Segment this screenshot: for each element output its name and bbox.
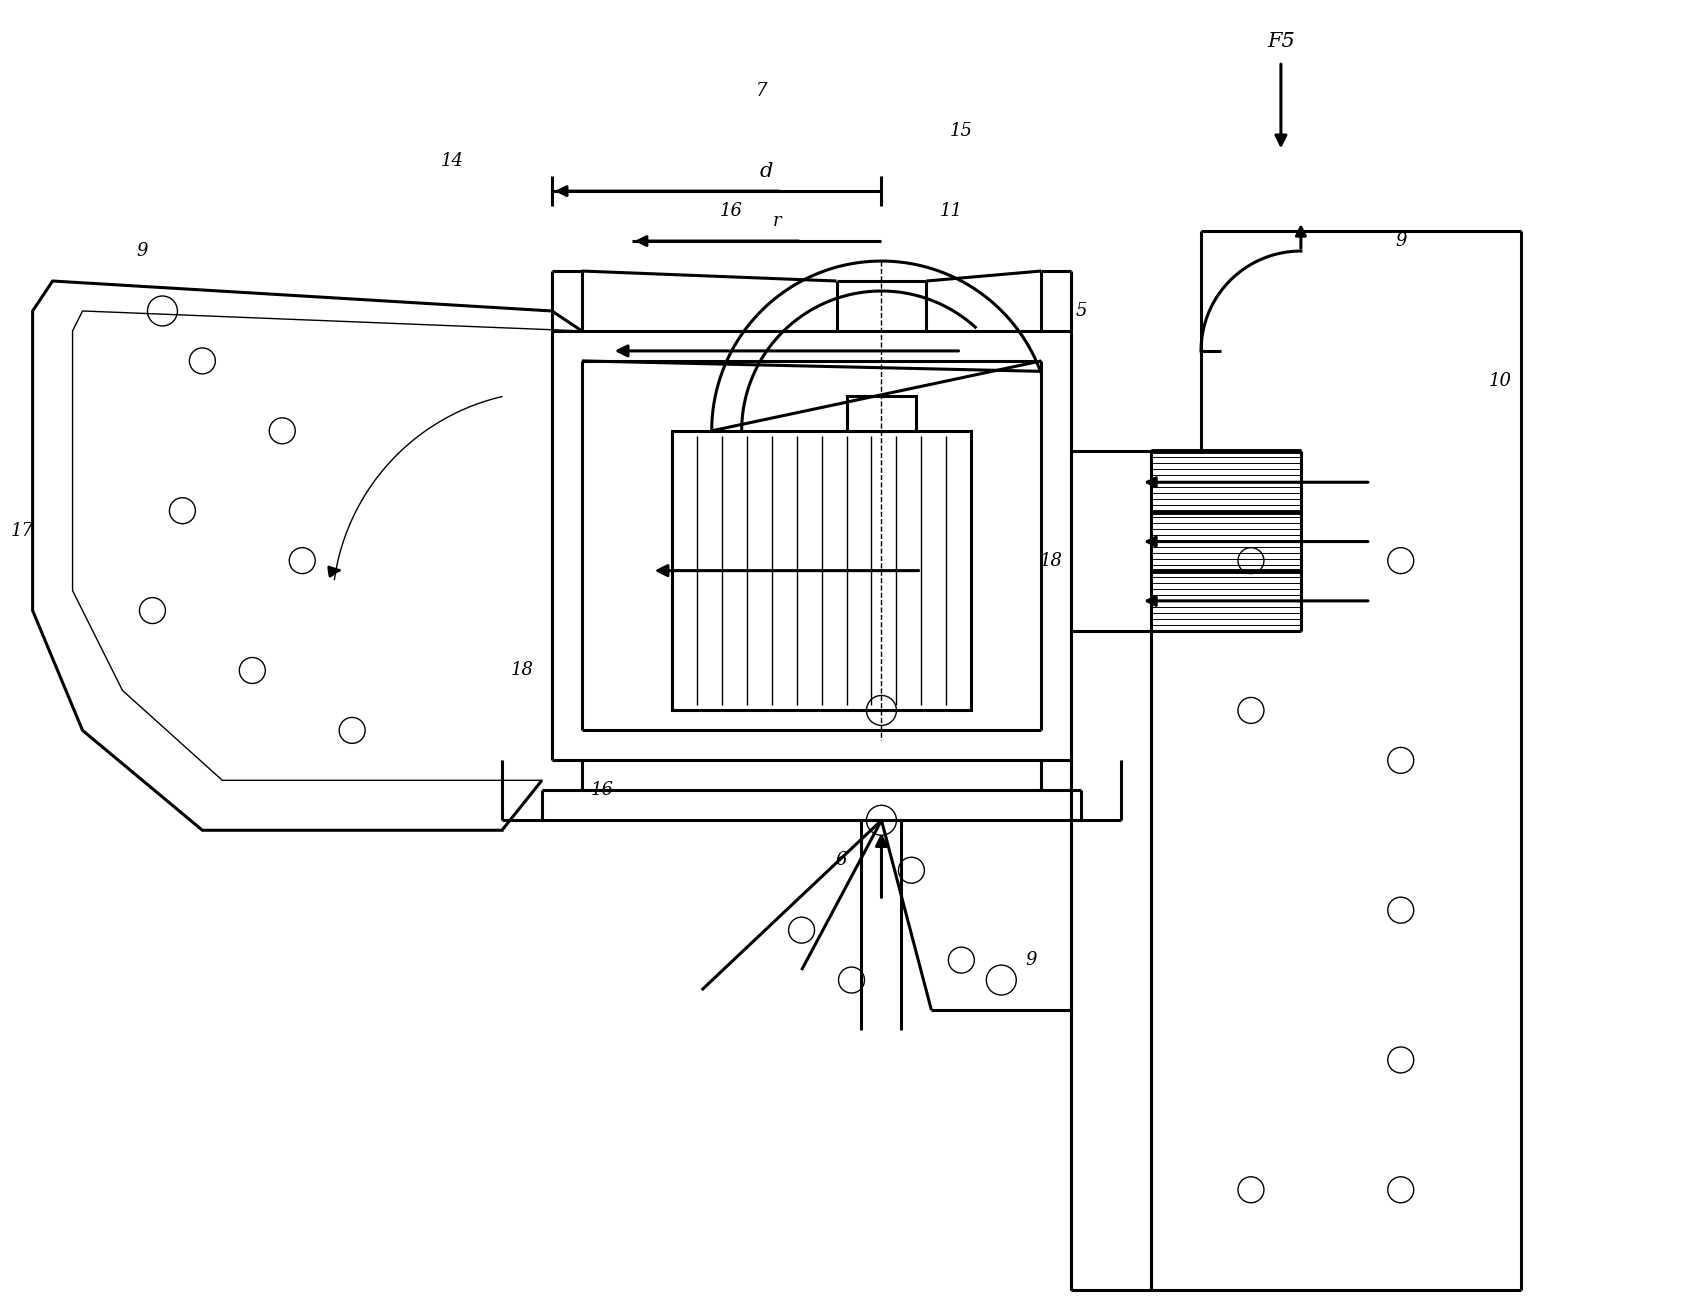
Text: 7: 7 xyxy=(756,83,768,100)
Text: 18: 18 xyxy=(1041,552,1063,569)
Text: 11: 11 xyxy=(940,202,962,220)
Text: 16: 16 xyxy=(720,202,743,220)
Text: 18: 18 xyxy=(511,662,533,679)
Text: d: d xyxy=(760,161,773,181)
Text: 9: 9 xyxy=(1025,950,1037,969)
Text: 9: 9 xyxy=(1395,232,1407,250)
Text: 6: 6 xyxy=(836,851,848,869)
Bar xyxy=(671,431,971,711)
Text: 17: 17 xyxy=(12,522,34,540)
Text: 10: 10 xyxy=(1488,372,1512,389)
Text: 15: 15 xyxy=(950,122,972,140)
Text: 14: 14 xyxy=(441,152,463,170)
Text: 5: 5 xyxy=(1075,302,1087,320)
Bar xyxy=(846,396,916,431)
Text: 9: 9 xyxy=(136,243,148,260)
Text: 16: 16 xyxy=(591,781,613,800)
Text: r: r xyxy=(771,212,782,231)
Text: F5: F5 xyxy=(1267,31,1294,51)
